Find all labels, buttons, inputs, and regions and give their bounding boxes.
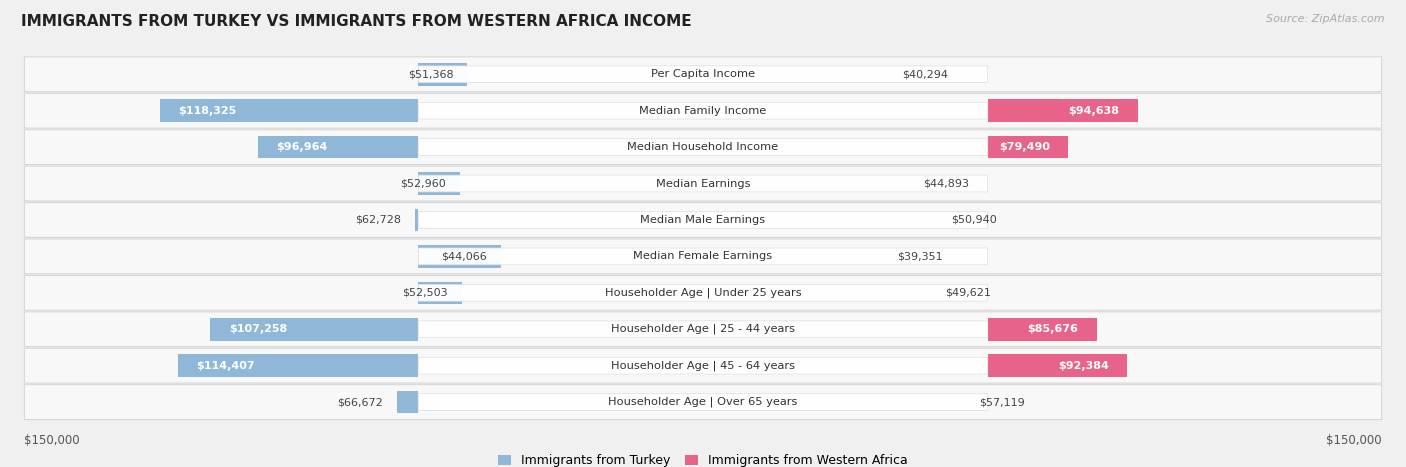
Bar: [418, 245, 501, 268]
Text: Householder Age | Under 25 years: Householder Age | Under 25 years: [605, 288, 801, 298]
Bar: [418, 282, 461, 304]
Text: Median Family Income: Median Family Income: [640, 106, 766, 116]
Text: $96,964: $96,964: [276, 142, 328, 152]
Text: $44,893: $44,893: [922, 178, 969, 189]
Text: $39,351: $39,351: [897, 251, 943, 262]
Bar: [257, 136, 418, 158]
FancyBboxPatch shape: [418, 248, 988, 265]
Text: $85,676: $85,676: [1028, 324, 1078, 334]
Text: $66,672: $66,672: [337, 397, 382, 407]
Text: $114,407: $114,407: [195, 361, 254, 371]
Text: $52,960: $52,960: [401, 178, 446, 189]
Bar: [988, 136, 1069, 158]
Bar: [988, 99, 1137, 122]
Text: $52,503: $52,503: [402, 288, 449, 298]
Text: Householder Age | 45 - 64 years: Householder Age | 45 - 64 years: [612, 361, 794, 371]
Text: Median Male Earnings: Median Male Earnings: [641, 215, 765, 225]
FancyBboxPatch shape: [418, 284, 988, 301]
Text: Median Female Earnings: Median Female Earnings: [634, 251, 772, 262]
Bar: [159, 99, 418, 122]
Text: Source: ZipAtlas.com: Source: ZipAtlas.com: [1267, 14, 1385, 24]
Text: Per Capita Income: Per Capita Income: [651, 69, 755, 79]
Text: $40,294: $40,294: [901, 69, 948, 79]
FancyBboxPatch shape: [418, 66, 988, 83]
Text: $150,000: $150,000: [1326, 434, 1382, 447]
Text: Median Earnings: Median Earnings: [655, 178, 751, 189]
Bar: [418, 172, 460, 195]
FancyBboxPatch shape: [24, 203, 1382, 237]
Text: $118,325: $118,325: [179, 106, 236, 116]
FancyBboxPatch shape: [24, 385, 1382, 419]
FancyBboxPatch shape: [418, 394, 988, 410]
FancyBboxPatch shape: [418, 357, 988, 374]
Text: $62,728: $62,728: [356, 215, 401, 225]
FancyBboxPatch shape: [24, 130, 1382, 164]
FancyBboxPatch shape: [24, 57, 1382, 92]
FancyBboxPatch shape: [24, 276, 1382, 310]
FancyBboxPatch shape: [24, 312, 1382, 347]
Bar: [988, 318, 1097, 340]
Bar: [418, 63, 467, 85]
Bar: [415, 209, 418, 231]
Bar: [396, 391, 418, 413]
Text: $51,368: $51,368: [408, 69, 453, 79]
FancyBboxPatch shape: [24, 348, 1382, 383]
Bar: [211, 318, 418, 340]
Text: $150,000: $150,000: [24, 434, 80, 447]
Text: $57,119: $57,119: [979, 397, 1025, 407]
FancyBboxPatch shape: [418, 139, 988, 156]
FancyBboxPatch shape: [418, 175, 988, 192]
Legend: Immigrants from Turkey, Immigrants from Western Africa: Immigrants from Turkey, Immigrants from …: [494, 449, 912, 467]
Text: IMMIGRANTS FROM TURKEY VS IMMIGRANTS FROM WESTERN AFRICA INCOME: IMMIGRANTS FROM TURKEY VS IMMIGRANTS FRO…: [21, 14, 692, 29]
Text: $107,258: $107,258: [229, 324, 287, 334]
Bar: [988, 354, 1128, 377]
FancyBboxPatch shape: [418, 321, 988, 338]
Text: $94,638: $94,638: [1069, 106, 1119, 116]
Text: Householder Age | 25 - 44 years: Householder Age | 25 - 44 years: [612, 324, 794, 334]
FancyBboxPatch shape: [24, 239, 1382, 274]
Bar: [177, 354, 418, 377]
FancyBboxPatch shape: [418, 102, 988, 119]
FancyBboxPatch shape: [418, 212, 988, 228]
Text: $92,384: $92,384: [1059, 361, 1109, 371]
FancyBboxPatch shape: [24, 93, 1382, 128]
FancyBboxPatch shape: [24, 166, 1382, 201]
Text: $50,940: $50,940: [950, 215, 997, 225]
Text: $49,621: $49,621: [945, 288, 991, 298]
Text: $79,490: $79,490: [998, 142, 1050, 152]
Text: Median Household Income: Median Household Income: [627, 142, 779, 152]
Text: $44,066: $44,066: [441, 251, 486, 262]
Text: Householder Age | Over 65 years: Householder Age | Over 65 years: [609, 397, 797, 407]
